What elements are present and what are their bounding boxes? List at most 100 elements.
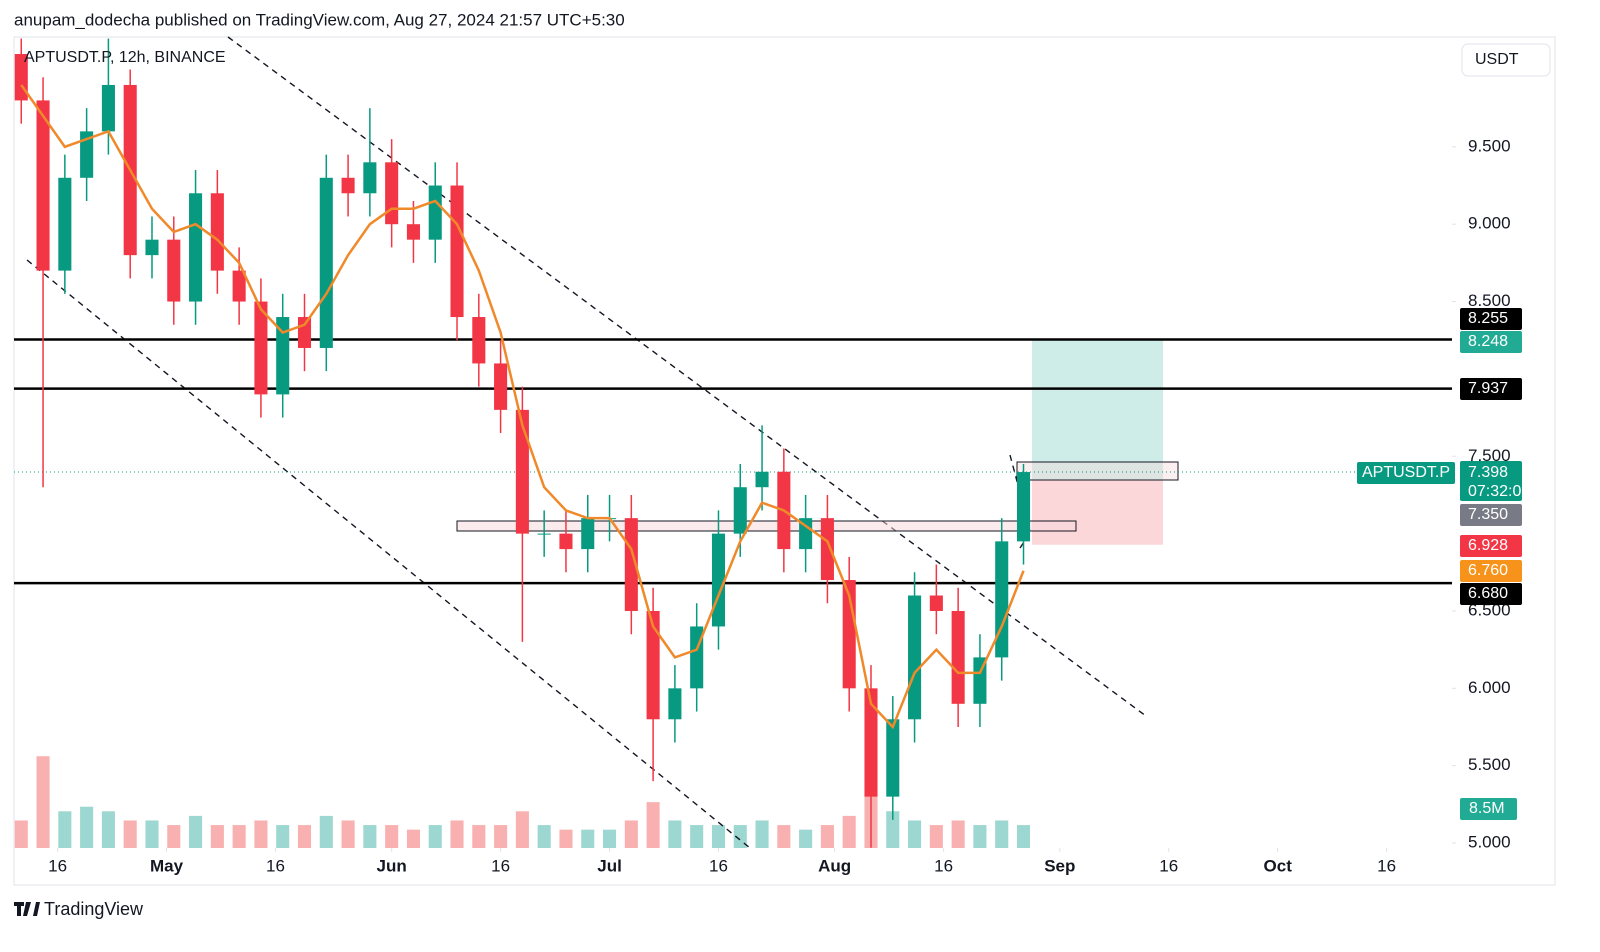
volume-bar	[254, 820, 268, 848]
candle-body	[472, 317, 486, 364]
volume-bar	[886, 811, 900, 848]
zone-box	[1016, 461, 1179, 481]
volume-bar	[537, 825, 551, 848]
candle-body	[80, 131, 94, 178]
volume-bar	[14, 820, 28, 848]
y-tick-label: 9.500	[1468, 136, 1511, 155]
volume-bar	[450, 820, 464, 848]
x-tick-label: 16	[48, 856, 67, 875]
candle-body	[1016, 472, 1031, 542]
trend-line	[26, 259, 751, 849]
x-tick-label: 16	[266, 856, 285, 875]
volume-bar	[167, 825, 181, 848]
volume-bar	[385, 825, 399, 848]
price-label: 8.255	[1468, 310, 1508, 327]
x-tick-label: 16	[709, 856, 728, 875]
volume-bar	[123, 820, 137, 848]
candle-body	[755, 471, 769, 488]
candle-body	[450, 185, 464, 318]
volume-bar	[276, 825, 290, 848]
candle-body	[864, 688, 878, 797]
volume-bar	[951, 820, 965, 848]
currency-button[interactable]	[1461, 43, 1551, 77]
countdown: 07:32:09	[1468, 483, 1530, 500]
volume-bar	[210, 825, 224, 848]
volume-bar	[777, 825, 791, 848]
volume-bar	[908, 820, 922, 848]
x-tick-label: 16	[491, 856, 510, 875]
price-label: 6.680	[1468, 585, 1508, 602]
symbol-name: APTUSDT.P	[1362, 464, 1450, 481]
volume-bar	[232, 825, 246, 848]
volume-bar	[668, 820, 682, 848]
y-tick-label: 6.500	[1468, 600, 1511, 619]
price-tag	[1460, 378, 1522, 400]
candle-body	[624, 518, 638, 611]
price-label: 7.937	[1468, 380, 1508, 397]
volume-bar	[363, 825, 377, 848]
volume-bar	[711, 825, 726, 848]
stop-zone	[1032, 479, 1163, 545]
candle-body	[406, 224, 420, 240]
trend-line	[1019, 529, 1033, 549]
ema-line	[20, 84, 1025, 730]
price-label: 6.760	[1468, 562, 1508, 579]
volume-tag	[1460, 798, 1517, 820]
candle-body	[36, 100, 50, 271]
candle-body	[908, 595, 922, 720]
volume-bar	[189, 815, 203, 848]
volume-bar	[297, 825, 312, 848]
price-tag	[1460, 583, 1522, 605]
volume-bar	[973, 825, 987, 848]
price-label: 7.398	[1468, 464, 1508, 481]
candle-body	[799, 518, 813, 550]
candle-body	[995, 541, 1009, 658]
x-tick-label: May	[150, 856, 184, 875]
price-tag	[1460, 535, 1522, 557]
candle-body	[341, 177, 355, 194]
x-tick-label: Jul	[597, 856, 622, 875]
candle-body	[385, 162, 399, 225]
volume-label: 8.5M	[1469, 800, 1505, 817]
x-tick-label: Aug	[818, 856, 851, 875]
candle-body	[297, 317, 312, 348]
price-tag	[1460, 560, 1522, 582]
chart-frame	[13, 36, 1556, 886]
volume-bar	[690, 825, 704, 848]
plot-area: 5.000 5.500 6.000 6.500 7.500 8.500 9.000 9.500…	[14, 36, 1530, 875]
price-label: 7.350	[1468, 506, 1508, 523]
x-tick-label: 16	[1377, 856, 1396, 875]
x-tick-label: 16	[1159, 856, 1178, 875]
y-tick-label: 5.500	[1468, 755, 1511, 774]
y-tick-label: 8.500	[1468, 291, 1511, 310]
volume-bar	[733, 825, 747, 848]
x-tick-label: Jun	[377, 856, 407, 875]
volume-bar	[80, 806, 94, 848]
currency[interactable]: USDT	[1475, 51, 1519, 68]
candle-body	[537, 533, 551, 535]
candle-body	[232, 270, 246, 302]
candle-body	[973, 657, 987, 704]
volume-bar	[145, 820, 159, 848]
symbol-tag	[1357, 462, 1455, 484]
candle-body	[711, 533, 726, 627]
volume-bar	[820, 825, 834, 848]
logo-mark	[14, 902, 40, 916]
volume-bar	[755, 820, 769, 848]
volume-bar	[842, 815, 856, 848]
target-zone	[1032, 340, 1163, 480]
volume-bar	[995, 820, 1009, 848]
candle-body	[646, 610, 660, 720]
price-tag	[1460, 308, 1522, 330]
legend-title: APTUSDT.P, 12h, BINANCE	[24, 49, 226, 66]
candle-body	[58, 177, 72, 271]
volume-bar	[929, 825, 943, 848]
price-label: 6.928	[1468, 537, 1508, 554]
y-tick-label: 5.000	[1468, 833, 1511, 852]
y-tick-label: 7.500	[1468, 446, 1511, 465]
x-tick-label: Sep	[1044, 856, 1075, 875]
price-tag	[1460, 461, 1522, 501]
y-tick-label: 6.000	[1468, 678, 1511, 697]
volume-bar	[428, 825, 442, 848]
volume-bar	[1016, 825, 1031, 848]
